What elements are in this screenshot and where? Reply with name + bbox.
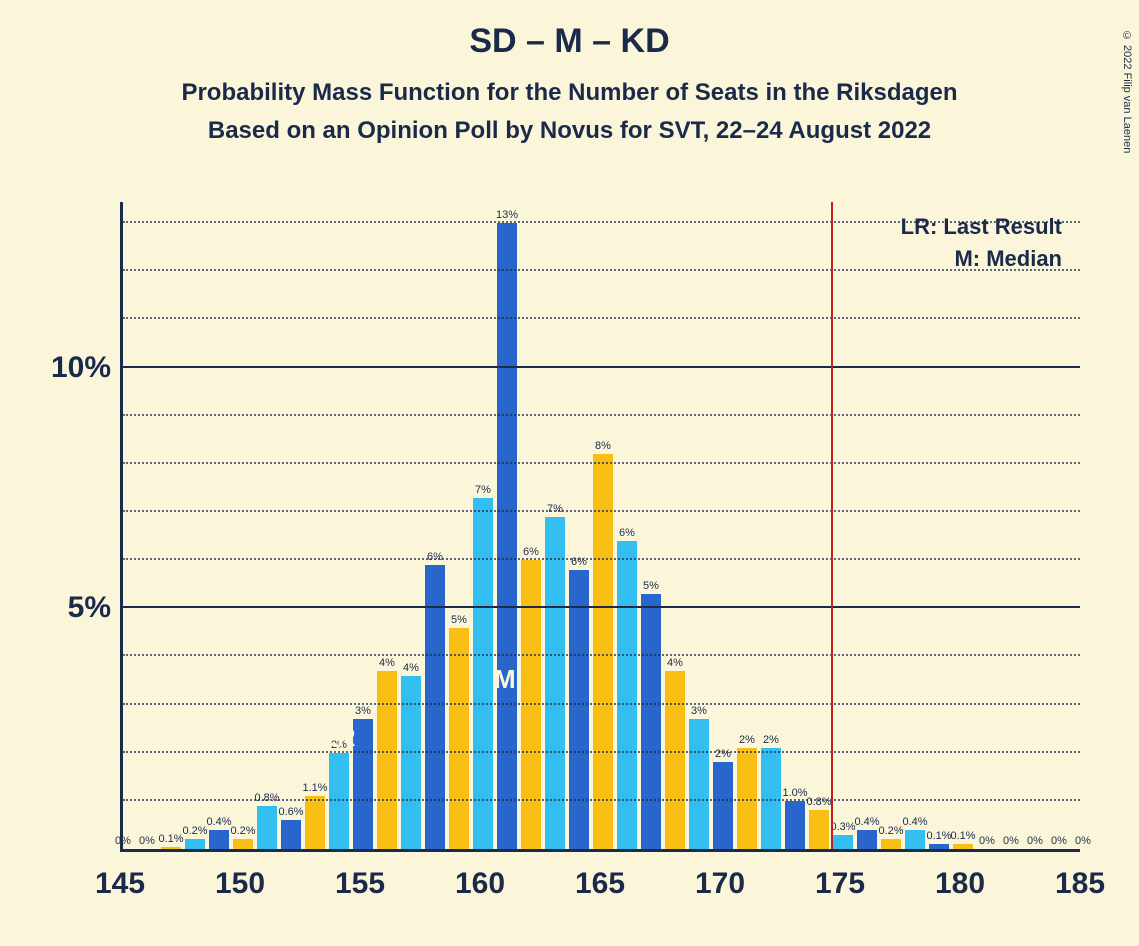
median-marker: M [494, 664, 516, 695]
gridline-minor [123, 414, 1080, 416]
bar-value-label: 7% [475, 484, 491, 496]
bar-value-label: 0.1% [926, 830, 951, 842]
gridline-minor [123, 799, 1080, 801]
bar: 0.6% [281, 820, 301, 849]
bar: 0.4% [209, 830, 229, 849]
bar: 0.1% [953, 844, 973, 849]
bar-value-label: 6% [427, 551, 443, 563]
gridline-minor [123, 703, 1080, 705]
bar-value-label: 6% [523, 546, 539, 558]
bar: 6% [521, 560, 541, 849]
gridline-minor [123, 317, 1080, 319]
bar-value-label: 13% [496, 209, 518, 221]
bar-value-label: 0.1% [158, 833, 183, 845]
bar: 7% [473, 498, 493, 849]
bar: 0.8% [809, 810, 829, 849]
x-axis-label: 170 [695, 867, 745, 901]
bar-value-label: 4% [379, 657, 395, 669]
bar-value-label: 0.4% [206, 816, 231, 828]
bar-value-label: 5% [643, 580, 659, 592]
lr-marker: LR [321, 722, 356, 753]
gridline-minor [123, 510, 1080, 512]
bar: 2% [713, 762, 733, 849]
bar-value-label: 1.1% [302, 782, 327, 794]
bar-value-label: 0.8% [254, 792, 279, 804]
gridline-major [123, 606, 1080, 608]
gridline-minor [123, 221, 1080, 223]
gridline-minor [123, 751, 1080, 753]
bar-value-label: 0% [1051, 835, 1067, 847]
bar: 4% [665, 671, 685, 849]
x-axis-label: 185 [1055, 867, 1105, 901]
bar: 5% [641, 594, 661, 849]
gridline-major [123, 366, 1080, 368]
bar: 0.1% [929, 844, 949, 849]
bar-value-label: 0.2% [878, 825, 903, 837]
bar-value-label: 3% [691, 705, 707, 717]
bar-value-label: 0.3% [830, 821, 855, 833]
gridline-minor [123, 269, 1080, 271]
x-axis-label: 175 [815, 867, 865, 901]
x-axis-labels: 145150155160165170175180185 [120, 857, 1080, 907]
bar: 3% [689, 719, 709, 849]
bar-value-label: 3% [355, 705, 371, 717]
majority-line [831, 202, 833, 849]
bar: 6% [569, 570, 589, 849]
gridline-minor [123, 654, 1080, 656]
x-axis-label: 180 [935, 867, 985, 901]
gridline-minor [123, 462, 1080, 464]
bar: 0.4% [905, 830, 925, 849]
bar: 0.8% [257, 806, 277, 849]
y-axis-label: 5% [68, 591, 111, 625]
bar-value-label: 6% [619, 527, 635, 539]
bar: 2% [329, 753, 349, 849]
chart-subtitle-2: Based on an Opinion Poll by Novus for SV… [0, 117, 1139, 145]
x-axis-label: 155 [335, 867, 385, 901]
bar: 0.3% [833, 835, 853, 849]
y-axis-label: 10% [51, 351, 111, 385]
bar: 0.4% [857, 830, 877, 849]
bar: 6% [617, 541, 637, 849]
chart-container: LR: Last Result M: Median 0%0%0.1%0.2%0.… [40, 202, 1110, 922]
bar: 0.2% [185, 839, 205, 849]
bar-value-label: 0.2% [230, 825, 255, 837]
bar-value-label: 0% [139, 835, 155, 847]
x-axis-label: 150 [215, 867, 265, 901]
bar-value-label: 0.4% [854, 816, 879, 828]
bar: 0.2% [233, 839, 253, 849]
bar: 4% [377, 671, 397, 849]
bar-value-label: 0.4% [902, 816, 927, 828]
bar-value-label: 5% [451, 614, 467, 626]
bar-value-label: 7% [547, 503, 563, 515]
x-axis-label: 160 [455, 867, 505, 901]
plot-area: LR: Last Result M: Median 0%0%0.1%0.2%0.… [120, 202, 1080, 852]
bar-value-label: 2% [763, 734, 779, 746]
bar-value-label: 8% [595, 440, 611, 452]
x-axis-label: 145 [95, 867, 145, 901]
x-axis-label: 165 [575, 867, 625, 901]
chart-title: SD – M – KD [0, 22, 1139, 61]
bar-value-label: 0.2% [182, 825, 207, 837]
bar-value-label: 0% [1003, 835, 1019, 847]
bar-value-label: 2% [739, 734, 755, 746]
bar: 1.1% [305, 796, 325, 849]
bar-value-label: 0.1% [950, 830, 975, 842]
bar: 0.2% [881, 839, 901, 849]
gridline-minor [123, 558, 1080, 560]
bar-value-label: 0% [115, 835, 131, 847]
bar: 0.1% [161, 847, 181, 849]
copyright-text: © 2022 Filip van Laenen [1121, 30, 1133, 153]
bar-value-label: 4% [667, 657, 683, 669]
bar: 5% [449, 628, 469, 849]
bar: 1.0% [785, 801, 805, 849]
bar-value-label: 4% [403, 662, 419, 674]
bar: 8% [593, 454, 613, 849]
bar-value-label: 0% [1027, 835, 1043, 847]
bar-value-label: 0% [1075, 835, 1091, 847]
chart-subtitle-1: Probability Mass Function for the Number… [0, 79, 1139, 107]
bar-value-label: 1.0% [782, 787, 807, 799]
bar-value-label: 0% [979, 835, 995, 847]
bar-value-label: 0.6% [278, 806, 303, 818]
